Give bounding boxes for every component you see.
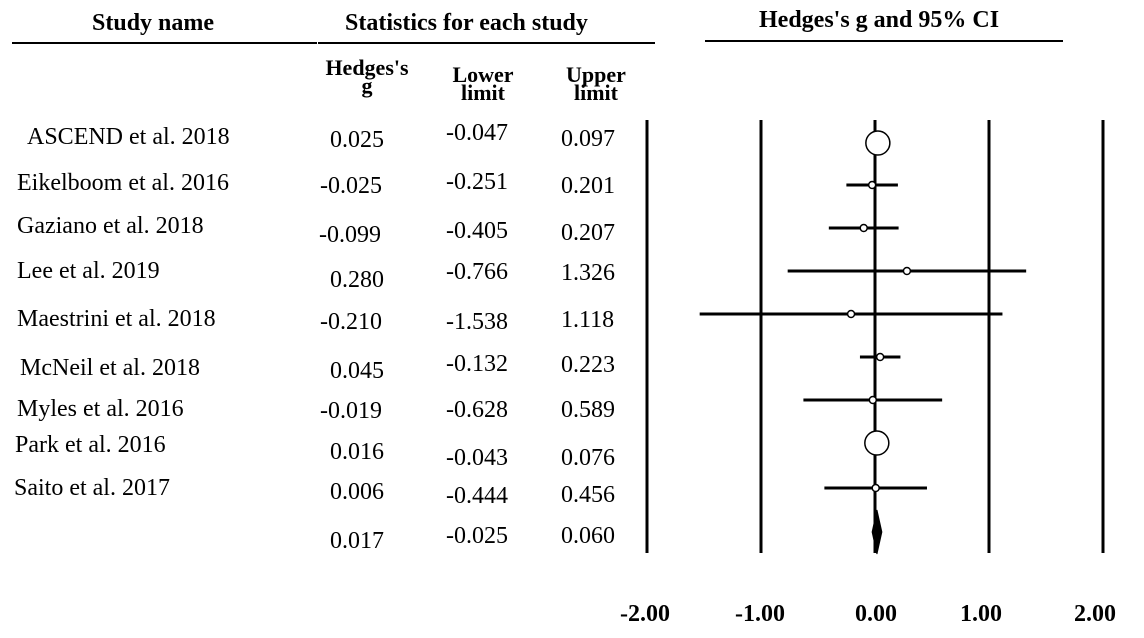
lower-limit-value: -0.251 xyxy=(446,169,508,195)
lower-limit-value: -0.766 xyxy=(446,259,508,285)
col-g-line2: g xyxy=(361,73,373,98)
statistics-rule xyxy=(318,42,655,44)
upper-limit-value: 0.076 xyxy=(561,445,615,471)
lower-limit-value: -0.628 xyxy=(446,397,508,423)
x-tick-label: 2.00 xyxy=(1074,601,1116,627)
effect-marker xyxy=(859,223,868,233)
hedges-g-value: 0.016 xyxy=(330,439,384,465)
hedges-g-value: 0.006 xyxy=(330,479,384,505)
ci-header: Hedges's g and 95% CI xyxy=(759,7,1000,33)
study-name: Eikelboom et al. 2016 xyxy=(17,170,229,196)
effect-marker xyxy=(865,130,891,156)
hedges-g-value: 0.025 xyxy=(330,127,384,153)
upper-limit-value: 1.326 xyxy=(561,260,615,286)
x-tick-label: 1.00 xyxy=(960,601,1002,627)
study-name-header: Study name xyxy=(92,10,215,36)
upper-limit-value: 0.207 xyxy=(561,220,615,246)
x-tick-label: -1.00 xyxy=(735,601,785,627)
effect-marker xyxy=(846,309,856,319)
hedges-g-value: -0.025 xyxy=(320,173,382,199)
col-upper-line2: limit xyxy=(574,80,618,105)
ci-rule xyxy=(705,40,1063,42)
upper-limit-value: 0.201 xyxy=(561,173,615,199)
effect-marker xyxy=(868,395,878,405)
study-name: Park et al. 2016 xyxy=(15,432,166,458)
study-name: Maestrini et al. 2018 xyxy=(17,306,216,332)
upper-limit-value: 1.118 xyxy=(561,307,615,333)
lower-limit-value: -0.047 xyxy=(446,120,508,146)
statistics-header: Statistics for each study xyxy=(345,10,588,36)
col-g-line1: Hedges's xyxy=(325,55,409,80)
pooled-g-value: 0.017 xyxy=(330,528,384,554)
hedges-g-value: -0.099 xyxy=(319,222,381,248)
upper-limit-value: 0.589 xyxy=(561,397,615,423)
effect-marker xyxy=(902,266,912,276)
x-tick-label: -2.00 xyxy=(620,601,670,627)
hedges-g-value: 0.280 xyxy=(330,267,384,293)
effect-marker xyxy=(864,430,890,456)
pooled-upper-value: 0.060 xyxy=(561,523,615,549)
study-name: Saito et al. 2017 xyxy=(14,475,170,501)
hedges-g-value: -0.019 xyxy=(320,398,382,424)
col-lower-header: Lower limit xyxy=(433,62,533,105)
study-name: McNeil et al. 2018 xyxy=(20,355,200,381)
study-name: Gaziano et al. 2018 xyxy=(17,213,204,239)
lower-limit-value: -0.132 xyxy=(446,351,508,377)
study-name: ASCEND et al. 2018 xyxy=(27,124,230,150)
effect-marker xyxy=(871,483,880,493)
col-g-header: Hedges's g xyxy=(312,55,422,98)
upper-limit-value: 0.456 xyxy=(561,482,615,508)
study-name-rule xyxy=(12,42,317,44)
lower-limit-value: -0.043 xyxy=(446,445,508,471)
hedges-g-value: -0.210 xyxy=(320,309,382,335)
lower-limit-value: -0.405 xyxy=(446,218,508,244)
col-upper-header: Upper limit xyxy=(546,62,646,105)
upper-limit-value: 0.223 xyxy=(561,352,615,378)
col-lower-line1: Lower xyxy=(452,62,514,87)
upper-limit-value: 0.097 xyxy=(561,126,615,152)
pooled-lower-value: -0.025 xyxy=(446,523,508,549)
study-name: Myles et al. 2016 xyxy=(17,396,184,422)
effect-marker xyxy=(867,180,877,190)
study-name: Lee et al. 2019 xyxy=(17,258,160,284)
hedges-g-value: 0.045 xyxy=(330,358,384,384)
effect-marker xyxy=(875,352,885,362)
lower-limit-value: -1.538 xyxy=(446,309,508,335)
pooled-diamond xyxy=(871,509,883,555)
col-upper-line1: Upper xyxy=(566,62,626,87)
col-lower-line2: limit xyxy=(461,80,505,105)
x-tick-label: 0.00 xyxy=(855,601,897,627)
lower-limit-value: -0.444 xyxy=(446,483,508,509)
